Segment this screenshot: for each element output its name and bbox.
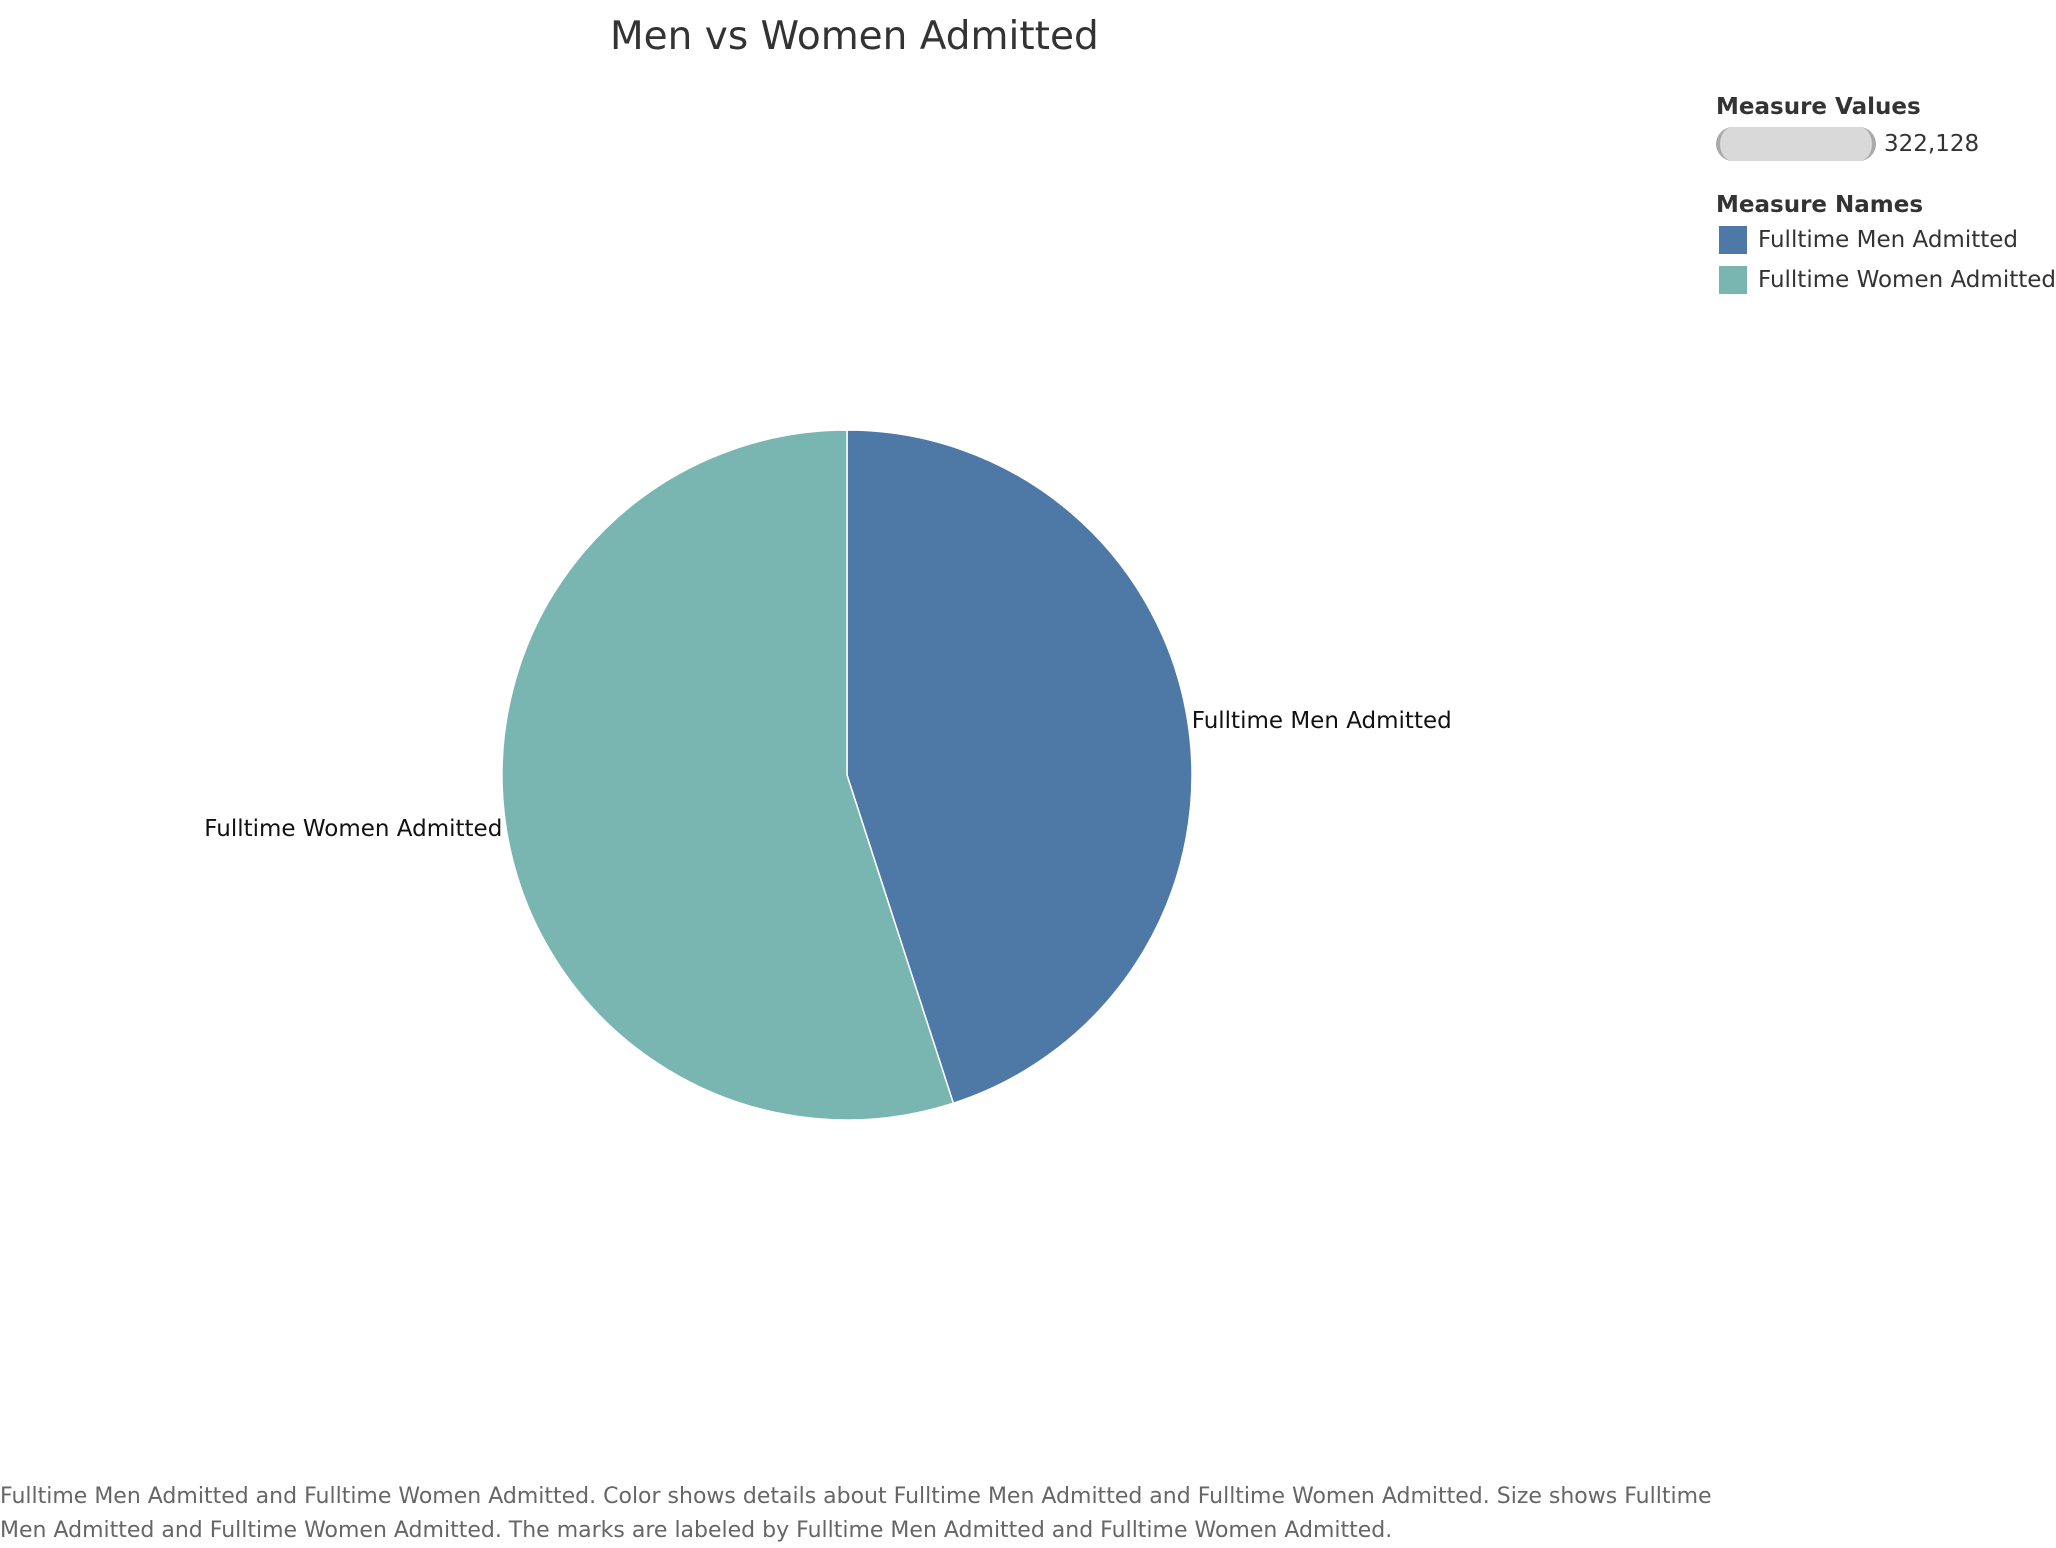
size-legend-value: 322,128 <box>1884 131 1980 157</box>
size-legend-pill <box>1716 127 1876 161</box>
color-legend: Measure Names Fulltime Men Admitted Full… <box>1716 190 2056 300</box>
chart-caption: Fulltime Men Admitted and Fulltime Women… <box>0 1484 1712 1543</box>
legend-label-men: Fulltime Men Admitted <box>1758 227 2018 253</box>
legend-item-men[interactable]: Fulltime Men Admitted <box>1716 220 2056 260</box>
legend-swatch-women <box>1719 266 1747 294</box>
slice-label-men: Fulltime Men Admitted <box>1191 707 1452 734</box>
pie-slice-women[interactable] <box>501 429 955 1121</box>
slice-label-women: Fulltime Women Admitted <box>204 816 503 843</box>
size-legend-row: 322,128 <box>1716 126 2056 162</box>
chart-title: Men vs Women Admitted <box>610 14 1099 59</box>
legend-swatch-men <box>1719 226 1747 254</box>
color-legend-title: Measure Names <box>1716 192 1924 218</box>
size-legend-title: Measure Values <box>1716 94 1921 120</box>
legend: Measure Values 322,128 Measure Names Ful… <box>1716 92 2056 300</box>
legend-item-women[interactable]: Fulltime Women Admitted <box>1716 260 2056 300</box>
legend-label-women: Fulltime Women Admitted <box>1757 267 2056 293</box>
pie-slice-men[interactable] <box>846 429 1193 1105</box>
